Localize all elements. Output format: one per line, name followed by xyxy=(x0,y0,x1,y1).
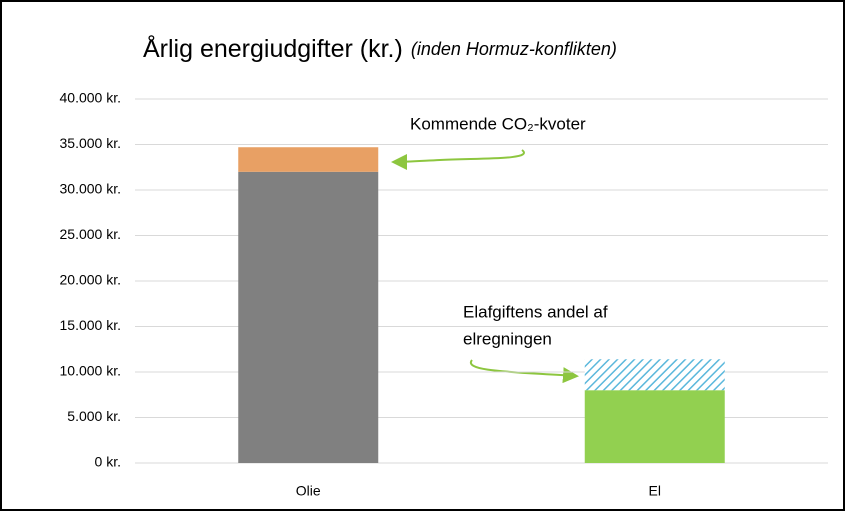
x-tick-label: Olie xyxy=(296,483,321,499)
bar-segment xyxy=(584,359,725,391)
subtitle: (inden Hormuz-konflikten) xyxy=(411,39,617,59)
bar-segment xyxy=(238,147,379,172)
annotation: Elafgiftens andel af xyxy=(463,302,608,321)
y-tick-label: 10.000 kr. xyxy=(60,363,122,379)
annotation: Kommende CO₂-kvoter xyxy=(410,114,586,133)
y-tick-label: 40.000 kr. xyxy=(60,90,122,106)
x-tick-label: El xyxy=(649,483,661,499)
y-tick-label: 20.000 kr. xyxy=(60,272,122,288)
y-tick-label: 35.000 kr. xyxy=(60,135,122,151)
arrow xyxy=(469,359,579,384)
y-tick-label: 15.000 kr. xyxy=(60,317,122,333)
chart-title: Årlig energiudgifter (kr.) (inden Hormuz-… xyxy=(143,33,617,63)
arrow xyxy=(391,149,525,170)
y-tick-label: 0 kr. xyxy=(95,454,121,470)
bar-segment xyxy=(238,171,379,464)
y-tick-label: 30.000 kr. xyxy=(60,181,122,197)
title: Årlig energiudgifter (kr.) xyxy=(143,33,403,63)
annotation: elregningen xyxy=(463,329,552,348)
bar-segment xyxy=(584,390,725,463)
y-tick-label: 25.000 kr. xyxy=(60,226,122,242)
y-tick-label: 5.000 kr. xyxy=(67,408,121,424)
